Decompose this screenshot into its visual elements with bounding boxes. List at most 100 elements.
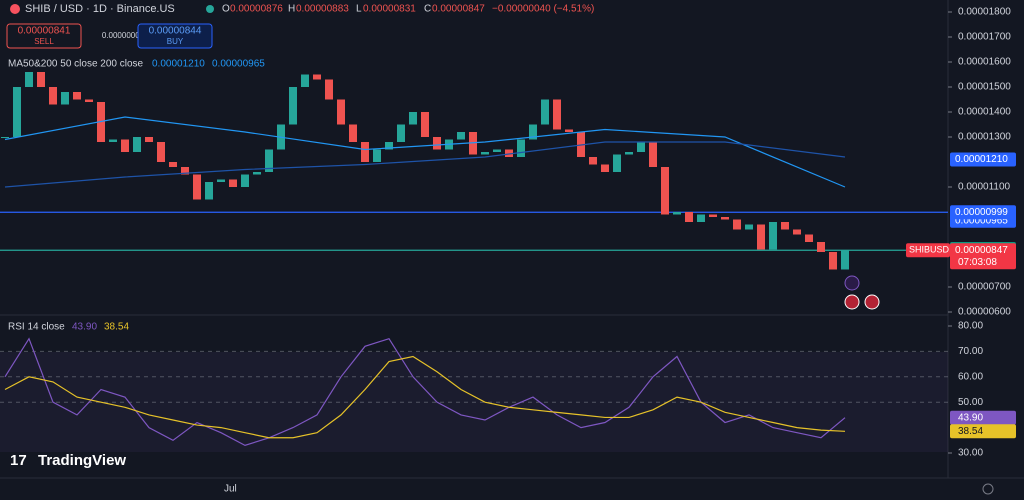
buy-button[interactable]	[137, 23, 213, 49]
candle	[457, 132, 465, 140]
candle	[805, 234, 813, 242]
candle	[301, 74, 309, 87]
rsi-line	[4, 337, 846, 447]
rsi-legend-value: 43.90	[72, 322, 97, 333]
y-tick-label: 0.00001800	[958, 7, 1011, 18]
rsi-ma-tag-label: 38.54	[958, 426, 983, 437]
candle	[505, 149, 513, 157]
settings-icon[interactable]	[982, 483, 994, 495]
y-tick-label: 0.00001400	[958, 107, 1011, 118]
candle	[193, 174, 201, 200]
open: 0.00000876	[230, 4, 283, 15]
rsi-legend: RSI 14 close	[8, 322, 65, 333]
candle	[49, 87, 57, 105]
sell-price: 0.00000841	[18, 26, 71, 37]
candle	[37, 72, 45, 87]
candle	[817, 242, 825, 252]
candle	[649, 142, 657, 167]
candle	[709, 214, 717, 217]
candle	[121, 139, 129, 152]
event-icon[interactable]	[844, 275, 860, 291]
candle	[157, 142, 165, 162]
rsi-tick-label: 30.00	[958, 448, 983, 459]
rsi-tick-label: 50.00	[958, 397, 983, 408]
candle	[229, 179, 237, 187]
symbol: SHIB / USD · 1D · Binance.US	[25, 3, 175, 15]
candle	[349, 124, 357, 142]
candle	[253, 172, 261, 175]
ma-legend: MA50&200 50 close 200 close	[8, 59, 144, 70]
rsi-tick-label: 70.00	[958, 346, 983, 357]
candle	[757, 224, 765, 250]
countdown: 07:03:08	[958, 257, 997, 268]
candle	[169, 162, 177, 167]
candle	[625, 152, 633, 155]
candle	[325, 79, 333, 100]
symbol-tag	[906, 243, 950, 258]
h-label: H	[288, 4, 295, 15]
candle	[313, 74, 321, 80]
y-tick-label: 0.00001700	[958, 32, 1011, 43]
candle	[205, 182, 213, 200]
candle	[601, 164, 609, 172]
candle	[613, 154, 621, 172]
candle	[361, 142, 369, 162]
candle	[517, 139, 525, 157]
candle	[133, 137, 141, 152]
candle	[781, 222, 789, 230]
rsi-tick-label: 60.00	[958, 371, 983, 382]
candle	[589, 157, 597, 165]
price-tag-label: 0.00000965	[955, 215, 1008, 226]
candle	[73, 92, 81, 100]
candle	[673, 212, 681, 215]
event-flag[interactable]	[844, 294, 860, 310]
brand: TradingView	[38, 452, 126, 469]
rsi-ma-line	[4, 355, 846, 439]
level-tag-label: 0.00000847	[955, 245, 1008, 256]
candle	[13, 87, 21, 137]
symbol-tag-label: SHIBUSD	[909, 245, 950, 255]
ma200-value: 0.00000965	[212, 59, 265, 70]
high: 0.00000883	[296, 4, 349, 15]
brand-logo: 17	[10, 452, 27, 469]
rsi-ma-tag	[950, 424, 1016, 439]
ma50-line	[4, 116, 846, 188]
price-tag-label: 0.00001210	[955, 154, 1008, 165]
x-tick-label: Jul	[224, 484, 237, 495]
candle	[493, 149, 501, 152]
y-tick-label: 0.00001600	[958, 57, 1011, 68]
sell-label: SELL	[34, 37, 54, 46]
rsi-tag	[950, 410, 1016, 425]
sell-button[interactable]	[6, 23, 82, 49]
market-status	[206, 5, 214, 13]
candle	[433, 137, 441, 150]
rsi-tag-label: 43.90	[958, 412, 983, 423]
candle	[793, 229, 801, 235]
candle	[289, 87, 297, 125]
ma50-value: 0.00001210	[152, 59, 205, 70]
candle	[733, 219, 741, 230]
level-tag-label: 0.00000999	[955, 207, 1008, 218]
level-tag	[950, 243, 1016, 270]
low: 0.00000831	[363, 4, 416, 15]
candle	[685, 212, 693, 222]
candle	[25, 72, 33, 87]
rsi-ma-legend-value: 38.54	[104, 322, 129, 333]
candle	[481, 152, 489, 155]
ma200-line	[4, 141, 846, 188]
candle	[745, 224, 753, 230]
level-tag	[950, 205, 1016, 220]
candle	[217, 179, 225, 182]
candle	[373, 149, 381, 162]
candle	[385, 142, 393, 150]
candle	[109, 139, 117, 142]
y-tick-label: 0.00001300	[958, 132, 1011, 143]
candle	[637, 142, 645, 152]
candle	[241, 174, 249, 187]
candle	[421, 112, 429, 137]
event-flag[interactable]	[864, 294, 880, 310]
candle	[61, 92, 69, 105]
candle	[409, 112, 417, 125]
c-label: C	[424, 4, 431, 15]
